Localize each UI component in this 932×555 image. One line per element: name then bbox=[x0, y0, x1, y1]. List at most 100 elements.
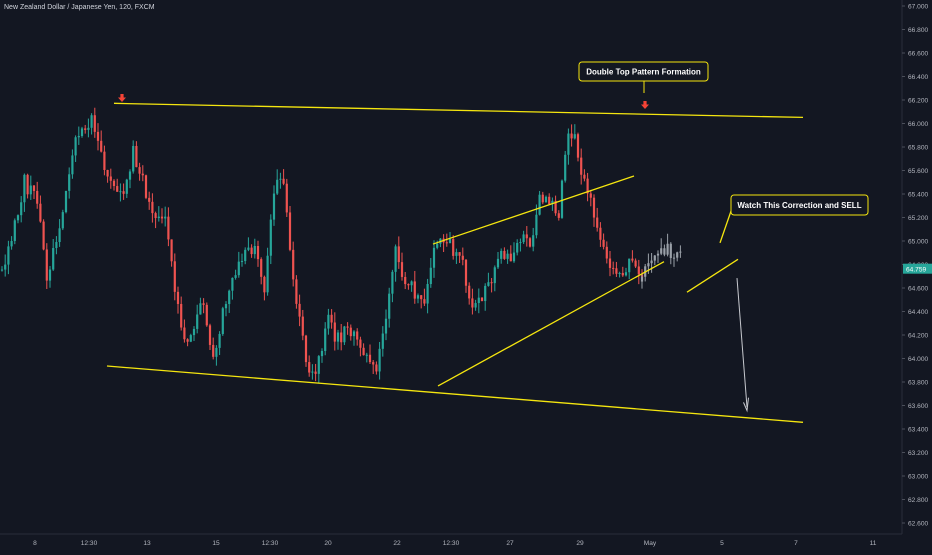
candle-body bbox=[282, 178, 285, 184]
resistance-line bbox=[113, 102, 804, 119]
candle-body bbox=[564, 154, 567, 181]
candle-body bbox=[420, 295, 423, 300]
candle-body bbox=[384, 318, 388, 334]
x-tick-label: 22 bbox=[393, 540, 401, 547]
candle-body bbox=[304, 335, 308, 363]
candle-body bbox=[672, 257, 676, 259]
candle-body bbox=[445, 242, 448, 244]
candle-body bbox=[548, 196, 551, 205]
candle-body bbox=[135, 145, 138, 168]
y-tick-label: 64.600 bbox=[908, 286, 929, 293]
candle-body bbox=[535, 214, 538, 236]
candle-body bbox=[573, 134, 576, 139]
y-tick-label: 66.000 bbox=[908, 121, 929, 128]
candle-body bbox=[538, 194, 541, 215]
candle-body bbox=[301, 316, 304, 336]
candle-body bbox=[679, 251, 682, 253]
x-tick-label: 8 bbox=[33, 540, 37, 547]
candle-body bbox=[36, 190, 39, 204]
candle-body bbox=[452, 239, 455, 256]
candle-body bbox=[311, 371, 314, 373]
candle-body bbox=[247, 247, 250, 250]
candle-body bbox=[471, 298, 474, 308]
x-tick-label: 27 bbox=[506, 540, 514, 547]
candle-body bbox=[557, 213, 560, 218]
candle-body bbox=[333, 322, 336, 342]
y-tick-label: 63.400 bbox=[908, 427, 929, 434]
candle-body bbox=[183, 327, 186, 340]
y-tick-label: 65.200 bbox=[908, 215, 929, 222]
candle-body bbox=[10, 241, 13, 247]
candle-body bbox=[164, 216, 167, 219]
candle-body bbox=[394, 246, 397, 272]
candle-body bbox=[480, 297, 484, 302]
candle-body bbox=[490, 282, 493, 284]
candle-body bbox=[615, 268, 618, 274]
candle-body bbox=[116, 186, 119, 192]
candle-body bbox=[349, 327, 352, 337]
y-tick-label: 62.800 bbox=[908, 497, 929, 504]
candle-body bbox=[388, 293, 391, 319]
y-tick-label: 63.800 bbox=[908, 380, 929, 387]
candle-body bbox=[298, 303, 301, 317]
candle-body bbox=[397, 246, 400, 263]
projection-arrowhead bbox=[743, 397, 749, 413]
candle-body bbox=[144, 175, 148, 198]
candle-body bbox=[544, 196, 548, 203]
candle-body bbox=[634, 260, 637, 267]
y-tick-label: 65.000 bbox=[908, 239, 929, 246]
candle-body bbox=[426, 284, 429, 304]
candle-body bbox=[512, 252, 516, 262]
candle-body bbox=[0, 269, 4, 271]
candle-body bbox=[528, 238, 532, 247]
candle-body bbox=[55, 242, 58, 249]
x-tick-label: 13 bbox=[143, 540, 151, 547]
candle-body bbox=[84, 128, 87, 130]
candle-body bbox=[292, 249, 295, 280]
second-top-marker-head bbox=[641, 104, 649, 109]
candle-body bbox=[637, 266, 640, 275]
y-tick-label: 66.200 bbox=[908, 98, 929, 105]
candle-body bbox=[532, 235, 535, 247]
candle-body bbox=[157, 216, 160, 219]
x-tick-label: 7 bbox=[794, 540, 798, 547]
candle-body bbox=[80, 128, 84, 137]
candle-body bbox=[599, 227, 602, 240]
x-tick-label: 12:30 bbox=[262, 540, 279, 547]
candle-body bbox=[464, 259, 468, 286]
candle-body bbox=[628, 258, 631, 273]
candle-body bbox=[650, 260, 653, 264]
candle-body bbox=[362, 347, 365, 356]
y-tick-label: 64.400 bbox=[908, 309, 929, 316]
candle-body bbox=[23, 174, 26, 203]
candle-body bbox=[221, 308, 224, 334]
candle-body bbox=[13, 220, 16, 242]
candle-body bbox=[525, 234, 528, 239]
candle-body bbox=[372, 362, 375, 365]
x-tick-label: May bbox=[644, 540, 657, 547]
candle-body bbox=[176, 291, 180, 304]
candle-body bbox=[276, 179, 279, 194]
candle-body bbox=[260, 259, 263, 277]
candle-body bbox=[317, 356, 320, 374]
candle-body bbox=[522, 234, 525, 243]
x-tick-label: 12:30 bbox=[81, 540, 98, 547]
candle-body bbox=[103, 151, 106, 170]
candle-body bbox=[592, 197, 596, 218]
y-tick-label: 63.000 bbox=[908, 474, 929, 481]
candle-body bbox=[288, 212, 292, 250]
candle-body bbox=[269, 219, 272, 256]
candle-body bbox=[669, 243, 672, 258]
candle-body bbox=[608, 258, 612, 268]
candle-body bbox=[423, 299, 426, 304]
candle-body bbox=[96, 131, 100, 141]
candle-body bbox=[119, 191, 122, 193]
candle-body bbox=[112, 180, 116, 187]
candle-body bbox=[295, 279, 298, 304]
candle-body bbox=[413, 281, 416, 299]
candle-body bbox=[336, 332, 340, 342]
x-tick-label: 12:30 bbox=[443, 540, 460, 547]
candle-body bbox=[100, 140, 103, 152]
